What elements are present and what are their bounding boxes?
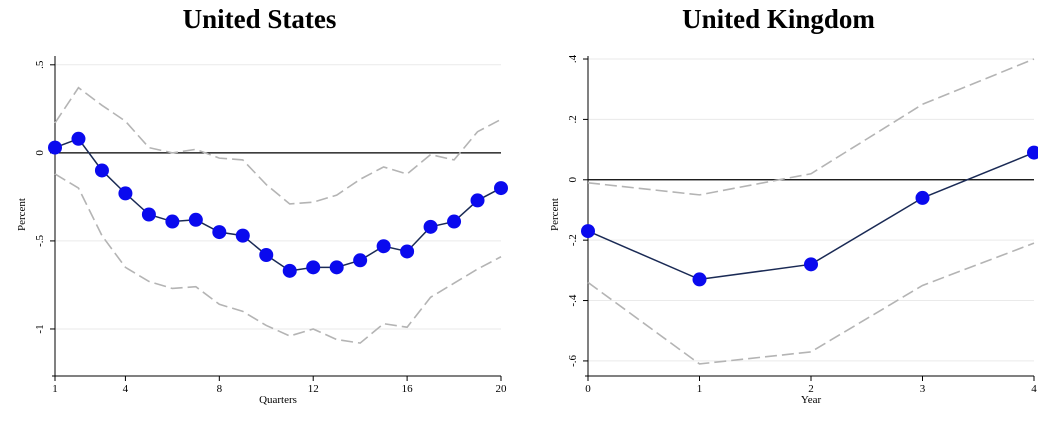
uk-upper-band-line (587, 58, 1035, 196)
uk-x-tick-label: 1 (697, 383, 703, 395)
uk-x-tick-label: 4 (1031, 383, 1037, 395)
uk-estimate-point (1027, 145, 1038, 160)
us-x-axis-title: Quarters (259, 394, 297, 406)
us-estimate-point (235, 228, 250, 243)
us-y-tick-label: -.5 (34, 234, 46, 246)
us-x-tick-label: 12 (308, 383, 319, 395)
us-x-tick-label: 16 (402, 383, 414, 395)
us-x-tick-label: 1 (52, 383, 58, 395)
uk-estimate-point (804, 257, 818, 272)
uk-x-tick-label: 0 (585, 383, 591, 395)
us-x-tick-label: 8 (217, 383, 223, 395)
uk-x-axis-title: Year (801, 394, 822, 406)
us-lower-band-line (54, 173, 502, 344)
us-estimate-point (494, 181, 508, 196)
uk-estimate-point (581, 224, 595, 239)
us-y-tick-label: 0 (34, 150, 46, 156)
us-chart: -1 -.5 0 .5 1 4 8 12 16 20 Quarters Percent (16, 56, 508, 406)
us-estimate-point (48, 140, 62, 155)
uk-y-tick-label: .4 (567, 54, 579, 63)
us-y-axis-title: Percent (16, 198, 28, 231)
us-estimate-point (71, 131, 86, 146)
uk-y-tick-label: -.4 (567, 294, 579, 306)
us-estimate-point (470, 193, 485, 208)
uk-y-tick-label: .2 (567, 115, 579, 123)
uk-x-tick-label: 2 (808, 383, 814, 395)
us-estimate-point (94, 163, 109, 178)
us-estimate-point (141, 207, 156, 222)
us-estimate-point (447, 214, 462, 229)
us-y-tick-label: -1 (34, 324, 46, 333)
us-chart-title: United States (182, 4, 337, 34)
uk-y-tick-label: -.2 (567, 234, 579, 246)
us-estimate-point (353, 253, 368, 268)
us-estimate-point (188, 212, 203, 227)
uk-y-tick-label: 0 (567, 177, 579, 183)
uk-estimate-point (915, 190, 930, 205)
uk-y-axis-title: Percent (549, 198, 561, 231)
uk-lower-band-line (587, 242, 1035, 365)
uk-x-tick-label: 3 (920, 383, 926, 395)
uk-chart-title: United Kingdom (682, 4, 875, 34)
us-estimate-point (282, 263, 297, 278)
us-upper-band-line (54, 86, 502, 205)
us-estimate-line (54, 137, 502, 272)
us-estimate-point (118, 186, 133, 201)
us-estimate-point (423, 219, 438, 234)
us-estimate-point (165, 214, 180, 229)
us-chart-panel: United States -1 -.5 0 .5 1 4 8 12 16 20 Quarters P… (16, 4, 508, 406)
uk-chart-panel: United Kingdom -.6 -.4 -.2 0 .2 .4 0 1 2 3 4 Year Pe… (519, 0, 1038, 422)
us-x-tick-label: 20 (496, 383, 508, 395)
uk-chart: -.6 -.4 -.2 0 .2 .4 0 1 2 3 4 Year Percent (549, 54, 1038, 406)
us-x-tick-label: 4 (123, 383, 129, 395)
us-estimate-point (400, 244, 415, 259)
us-y-tick-label: .5 (34, 60, 46, 69)
us-estimate-point (259, 248, 274, 263)
us-estimate-point (376, 239, 391, 254)
us-estimate-point (329, 260, 344, 275)
uk-y-tick-label: -.6 (567, 354, 579, 366)
uk-estimate-point (692, 272, 707, 287)
us-estimate-point (306, 260, 321, 275)
us-estimate-point (212, 225, 227, 240)
